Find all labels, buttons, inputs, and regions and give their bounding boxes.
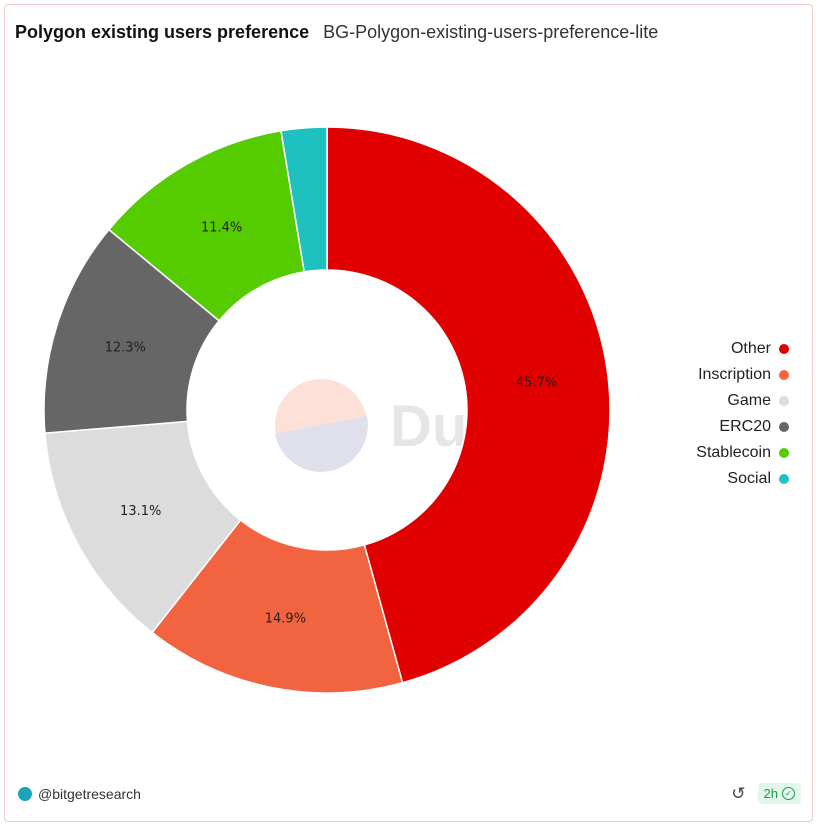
legend-label: Other (730, 340, 771, 357)
legend-item-other[interactable]: Other (696, 336, 789, 362)
legend-dot-icon (779, 422, 789, 432)
user-avatar-icon (18, 787, 32, 801)
legend-dot-icon (779, 370, 789, 380)
slice-inscription[interactable] (151, 519, 404, 694)
slice-game[interactable] (44, 420, 242, 634)
chart-subtitle: BG-Polygon-existing-users-preference-lit… (323, 22, 659, 42)
legend-dot-icon (779, 396, 789, 406)
slice-label-stablecoin: 11.4% (201, 221, 242, 236)
legend-label: Game (727, 392, 771, 409)
slice-label-game: 13.1% (120, 504, 161, 519)
legend-item-social[interactable]: Social (696, 466, 789, 492)
slice-other[interactable] (326, 126, 611, 684)
user-handle: @bitgetresearch (38, 786, 141, 802)
legend-dot-icon (779, 474, 789, 484)
chart-title: Polygon existing users preference (15, 22, 310, 42)
slice-erc20[interactable] (43, 228, 221, 434)
chart-header: Polygon existing users preference BG-Pol… (15, 22, 658, 43)
legend-item-inscription[interactable]: Inscription (696, 362, 789, 388)
legend-label: Stablecoin (696, 444, 771, 461)
chart-legend: Other Inscription Game ERC20 Stablecoin Socia… (696, 336, 789, 492)
legend-dot-icon (779, 344, 789, 354)
refresh-icon[interactable]: ↺ (731, 783, 746, 803)
watermark-logo-bottom (275, 416, 368, 472)
slice-label-erc20: 12.3% (105, 341, 146, 356)
age-badge: 2h ✓ (757, 783, 801, 804)
legend-item-game[interactable]: Game (696, 388, 789, 414)
age-badge-label: 2h (763, 786, 778, 801)
footer-status: ↺ 2h ✓ (731, 783, 801, 804)
slice-label-other: 45.7% (516, 376, 557, 391)
legend-label: ERC20 (719, 418, 771, 435)
slice-label-inscription: 14.9% (265, 611, 306, 626)
legend-label: Social (727, 470, 771, 487)
legend-label: Inscription (698, 366, 771, 383)
legend-dot-icon (779, 448, 789, 458)
legend-item-erc20[interactable]: ERC20 (696, 414, 789, 440)
legend-item-stablecoin[interactable]: Stablecoin (696, 440, 789, 466)
footer-user[interactable]: @bitgetresearch (18, 786, 141, 802)
check-icon: ✓ (782, 787, 795, 800)
slice-social[interactable] (280, 126, 328, 273)
